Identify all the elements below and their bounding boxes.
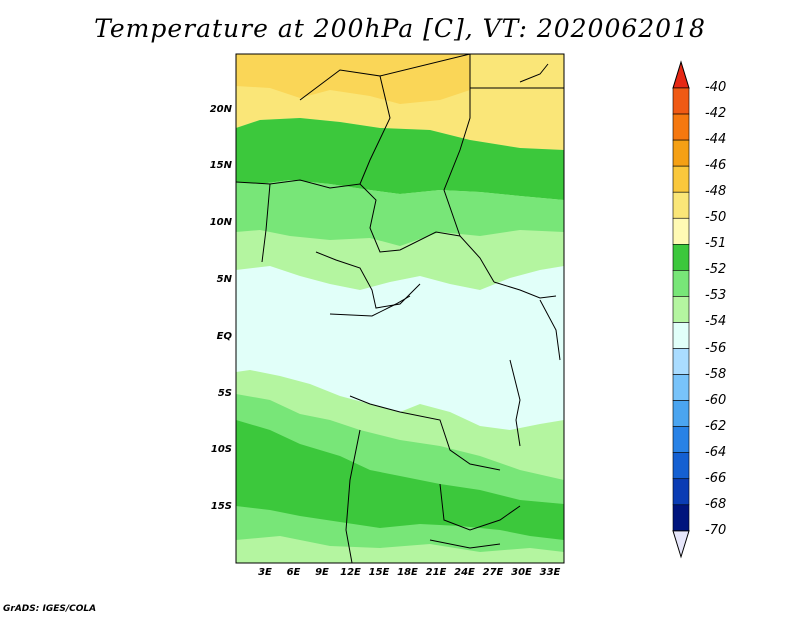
lon-label: 3E	[258, 567, 272, 578]
border-line	[345, 429, 361, 563]
colorbar-segment	[672, 478, 690, 506]
border-line	[439, 483, 521, 531]
lon-label: 27E	[482, 567, 504, 578]
border-line	[236, 179, 461, 253]
colorbar-segment	[672, 296, 690, 323]
colorbar-segment	[672, 244, 690, 271]
lon-label: 18E	[397, 567, 418, 578]
border-line	[493, 281, 557, 299]
border-line	[519, 63, 549, 83]
border-line	[379, 54, 495, 283]
colorbar-segment	[672, 348, 690, 375]
colorbar-label: -40	[705, 80, 727, 95]
lon-label: 6E	[286, 567, 301, 578]
border-line	[261, 183, 271, 263]
chart-title: Temperature at 200hPa [C], VT: 202006201…	[94, 14, 706, 43]
border-line	[429, 539, 501, 549]
colorbar-label: -68	[705, 496, 727, 512]
border-line	[315, 251, 421, 309]
colorbar-label: -66	[705, 470, 727, 486]
colorbar-segment	[672, 139, 690, 167]
lon-label: 33E	[539, 567, 561, 578]
colorbar-label: -51	[705, 236, 727, 252]
border-line	[539, 299, 561, 361]
colorbar-label: -60	[705, 392, 727, 408]
colorbar-segment	[672, 374, 690, 401]
colorbar-segment	[672, 322, 690, 349]
colorbar-label: -46	[705, 158, 727, 174]
band-53-54-south	[236, 536, 564, 563]
lat-label: 15S	[210, 501, 232, 512]
map-frame	[235, 53, 565, 564]
band-52-53-north	[236, 180, 564, 246]
colorbar-label: -54	[705, 314, 727, 330]
colorbar-segment	[672, 452, 690, 480]
border-line	[349, 395, 501, 471]
lon-label: 9E	[315, 567, 329, 578]
lat-label: 10N	[209, 217, 232, 228]
colorbar-segment	[672, 504, 690, 532]
band-54-56-center	[236, 266, 564, 430]
border-line	[299, 69, 391, 185]
colorbar-label: -44	[705, 132, 727, 148]
colorbar-label: -48	[705, 184, 727, 200]
colorbar-label: -42	[705, 106, 727, 122]
colorbar-label: -62	[705, 418, 727, 434]
band-51-52-south	[236, 420, 564, 540]
lon-label: 12E	[340, 567, 361, 578]
lon-label: 30E	[511, 567, 532, 578]
colorbar-label: -53	[705, 288, 727, 304]
lon-label: 15E	[368, 567, 390, 578]
colorbar-label: -70	[705, 522, 727, 538]
border-line	[329, 295, 411, 317]
lat-label: 15N	[209, 160, 232, 171]
colorbar-segment	[672, 217, 690, 245]
colorbar-segment	[672, 426, 690, 453]
colorbar-label: -58	[705, 366, 727, 382]
band-51-52-north	[236, 118, 564, 200]
lat-label: 5S	[217, 388, 232, 399]
colorbar-label: -56	[705, 340, 727, 356]
colorbar-segment	[672, 191, 690, 219]
colorbar-segment	[672, 113, 690, 141]
band-48-50-north	[236, 54, 470, 104]
lat-label: EQ	[216, 331, 232, 342]
colorbar-segment	[672, 87, 690, 115]
lon-label: 24E	[454, 567, 475, 578]
border-line	[509, 359, 521, 447]
lat-label: 10S	[210, 444, 232, 455]
colorbar-label: -64	[705, 444, 727, 460]
colorbar-segment	[672, 165, 690, 193]
colorbar-label: -50	[705, 210, 727, 226]
colorbar-segment	[672, 270, 690, 297]
grads-credit: GrADS: IGES/COLA	[3, 604, 97, 614]
lon-label: 21E	[425, 567, 447, 578]
colorbar-segment	[672, 400, 690, 427]
lat-label: 5N	[216, 274, 232, 285]
colorbar-label: -52	[705, 262, 727, 278]
lat-label: 20N	[209, 104, 232, 115]
colorbar-bottom-arrow	[672, 530, 690, 559]
colorbar-top-arrow	[672, 60, 690, 89]
